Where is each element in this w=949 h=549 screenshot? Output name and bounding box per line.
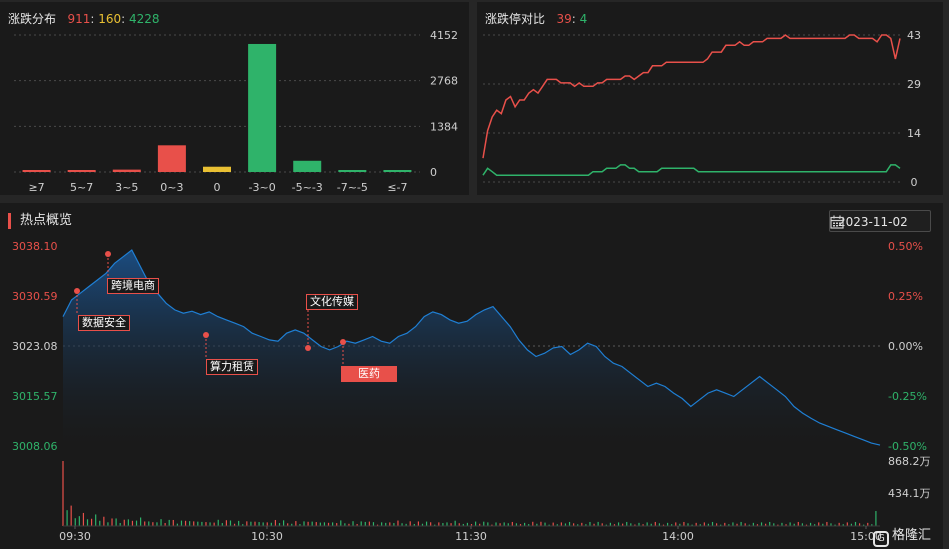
x-tick-label: 0 bbox=[214, 181, 221, 194]
bar bbox=[203, 166, 231, 172]
limit-up-count: 39 bbox=[556, 12, 572, 26]
x-tick-label: ≤-7 bbox=[387, 181, 407, 194]
flat-count: 160 bbox=[98, 12, 122, 26]
distribution-title: 涨跌分布 911: 160: 4228 bbox=[8, 10, 160, 27]
y-tick-right: 0.25% bbox=[888, 290, 923, 303]
hot-overview-title: 热点概览 bbox=[8, 213, 72, 229]
y-tick-label: 43 bbox=[907, 29, 921, 42]
bar bbox=[293, 160, 322, 172]
y-tick-label: 0 bbox=[911, 176, 918, 189]
sep-2: : bbox=[121, 12, 126, 26]
series-line bbox=[482, 164, 901, 176]
y-tick-right: 0.00% bbox=[888, 340, 923, 353]
x-tick-label: 0~3 bbox=[160, 181, 183, 194]
y-tick-right: 0.50% bbox=[888, 240, 923, 253]
y-tick-left: 3015.57 bbox=[12, 390, 58, 403]
limit-compare-panel: 涨跌停对比 39: 4 43 29 14 0 bbox=[477, 2, 943, 195]
annotation-dot bbox=[340, 339, 346, 345]
hot-overview-panel: 热点概览 2023-11-02 3038.10 0.50% 3030.59 0.25%… bbox=[0, 203, 943, 549]
hot-overview-chart: 3038.10 0.50% 3030.59 0.25% 3023.08 0.00% 3015… bbox=[12, 240, 931, 543]
x-tick-label: 09:30 bbox=[59, 530, 91, 543]
bar bbox=[22, 170, 51, 172]
y-tick-left: 3030.59 bbox=[12, 290, 58, 303]
bar bbox=[338, 170, 367, 172]
annotation-badge[interactable]: 跨境电商 bbox=[107, 278, 159, 294]
limit-title: 涨跌停对比 39: 4 bbox=[485, 10, 587, 27]
bar bbox=[157, 145, 186, 172]
sep-3: : bbox=[571, 12, 576, 26]
price-area bbox=[63, 250, 880, 446]
x-tick-label: -5~-3 bbox=[292, 181, 323, 194]
limit-down-count: 4 bbox=[579, 12, 588, 26]
date-value: 2023-11-02 bbox=[838, 215, 908, 229]
x-tick-label: -7~-5 bbox=[337, 181, 368, 194]
brand-logo: G 格隆汇 bbox=[873, 524, 931, 547]
y-tick-label: 1384 bbox=[430, 120, 458, 133]
x-tick-label: 5~7 bbox=[70, 181, 93, 194]
y-tick-left: 3023.08 bbox=[12, 340, 58, 353]
calendar-icon[interactable] bbox=[830, 215, 844, 229]
x-tick-label: 11:30 bbox=[455, 530, 487, 543]
bar bbox=[112, 169, 141, 172]
y-tick-label: 2768 bbox=[430, 75, 458, 88]
y-tick-label: 4152 bbox=[430, 29, 458, 42]
limit-title-text: 涨跌停对比 bbox=[485, 12, 546, 26]
date-picker[interactable]: 2023-11-02 bbox=[829, 210, 931, 232]
y-tick-label: 14 bbox=[907, 127, 921, 140]
x-tick-label: 3~5 bbox=[115, 181, 138, 194]
bar bbox=[67, 170, 96, 172]
annotation-badge[interactable]: 医药 bbox=[341, 366, 397, 382]
up-count: 911 bbox=[67, 12, 91, 26]
annotation-badge[interactable]: 文化传媒 bbox=[306, 294, 358, 310]
bar bbox=[383, 170, 412, 172]
annotation-dot bbox=[105, 251, 111, 257]
distribution-title-text: 涨跌分布 bbox=[8, 12, 57, 26]
down-count: 4228 bbox=[129, 12, 160, 26]
series-line bbox=[482, 34, 901, 159]
y-tick-left: 3008.06 bbox=[12, 440, 58, 453]
y-tick-right: -0.50% bbox=[888, 440, 927, 453]
logo-icon: G bbox=[873, 531, 889, 547]
volume-tick: 434.1万 bbox=[888, 487, 931, 500]
x-tick-label: ≥7 bbox=[28, 181, 44, 194]
limit-compare-chart: 43 29 14 0 bbox=[482, 29, 921, 189]
annotation-dot bbox=[203, 332, 209, 338]
sep-1: : bbox=[90, 12, 95, 26]
distribution-chart: 4152 2768 1384 0 ≥7 5~7 3~5 0~3 0 -3~0 -5~-3 -7~-5 ≤… bbox=[14, 29, 458, 194]
bar bbox=[248, 43, 277, 173]
annotation-badge[interactable]: 算力租赁 bbox=[206, 359, 258, 375]
y-tick-label: 0 bbox=[430, 166, 437, 179]
y-tick-label: 29 bbox=[907, 78, 921, 91]
y-tick-left: 3038.10 bbox=[12, 240, 58, 253]
x-tick-label: -3~0 bbox=[249, 181, 276, 194]
x-tick-label: 14:00 bbox=[662, 530, 694, 543]
annotation-badge[interactable]: 数据安全 bbox=[78, 315, 130, 331]
y-tick-right: -0.25% bbox=[888, 390, 927, 403]
logo-text: 格隆汇 bbox=[892, 528, 932, 543]
price-line bbox=[62, 249, 881, 446]
annotation-dot bbox=[305, 345, 311, 351]
distribution-panel: 涨跌分布 911: 160: 4228 4152 2768 1384 0 ≥7 5~7 3~… bbox=[0, 2, 469, 195]
annotation-dot bbox=[74, 288, 80, 294]
volume-tick: 868.2万 bbox=[888, 455, 931, 468]
x-tick-label: 10:30 bbox=[251, 530, 283, 543]
